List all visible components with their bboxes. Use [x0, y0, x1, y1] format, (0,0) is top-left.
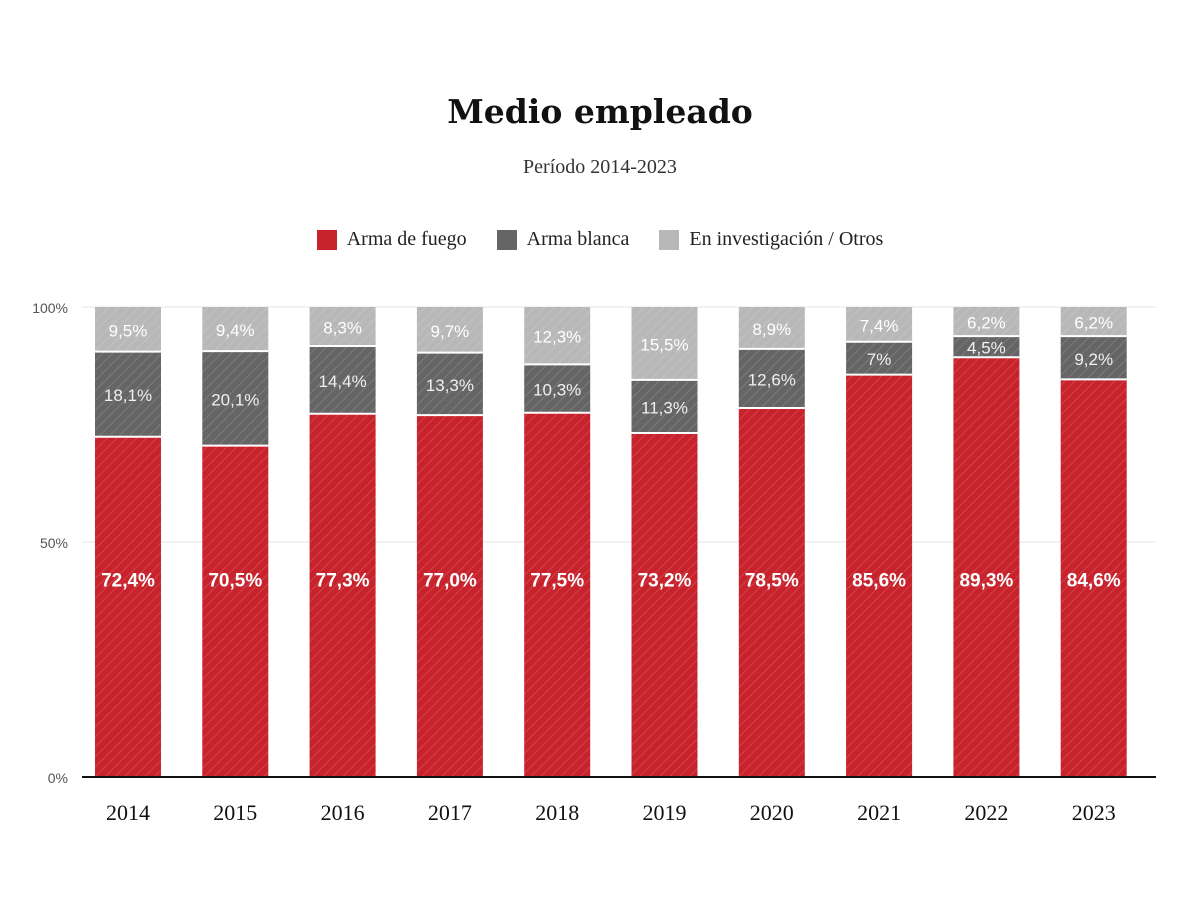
- bar-texture: [95, 307, 161, 352]
- data-label: 78,5%: [745, 571, 799, 592]
- x-tick-label: 2014: [106, 800, 150, 825]
- data-label: 77,0%: [423, 571, 477, 592]
- data-label: 10,3%: [533, 381, 581, 400]
- bar-texture: [416, 307, 483, 353]
- bar-texture: [309, 346, 376, 414]
- data-label: 8,9%: [752, 320, 791, 339]
- data-label: 9,2%: [1074, 350, 1113, 369]
- data-label: 13,3%: [426, 376, 474, 395]
- y-tick-label: 0%: [48, 770, 68, 786]
- bar-texture: [524, 412, 591, 777]
- x-tick-label: 2016: [321, 800, 365, 825]
- data-label: 85,6%: [852, 571, 906, 592]
- bar-texture: [1060, 336, 1127, 380]
- data-label: 9,7%: [431, 322, 470, 341]
- x-tick-label: 2022: [964, 800, 1008, 825]
- bar-texture: [309, 413, 376, 777]
- x-tick-label: 2017: [428, 800, 472, 825]
- x-tick-label: 2021: [857, 800, 901, 825]
- bar-texture: [202, 307, 269, 352]
- bar-texture: [416, 415, 483, 777]
- bar-texture: [738, 307, 805, 349]
- labels-layer: 72,4% 18,1% 9,5% 70,5% 20,1% 9,4% 77,3% 14,4% 8,…: [101, 314, 1121, 592]
- y-tick-label: 100%: [32, 300, 68, 316]
- data-label: 20,1%: [211, 390, 259, 409]
- bar-texture: [524, 307, 591, 365]
- bar-texture: [631, 307, 698, 380]
- data-label: 72,4%: [101, 571, 155, 592]
- bar-texture: [631, 432, 698, 777]
- data-label: 7%: [867, 350, 892, 369]
- data-label: 84,6%: [1067, 571, 1121, 592]
- legend-label-arma-blanca: Arma blanca: [526, 228, 630, 250]
- bar-texture: [1060, 307, 1127, 337]
- data-label: 15,5%: [640, 335, 688, 354]
- data-label: 12,3%: [533, 328, 581, 347]
- bar-texture: [846, 341, 913, 375]
- bar-texture: [309, 307, 376, 347]
- x-tick-label: 2023: [1072, 800, 1116, 825]
- x-tick-label: 2018: [535, 800, 579, 825]
- bars-layer: [95, 307, 1127, 777]
- legend-label-otros: En investigación / Otros: [689, 228, 884, 250]
- legend: Arma de fuego Arma blanca En investigaci…: [0, 228, 1200, 251]
- data-label: 8,3%: [323, 319, 362, 338]
- legend-item-arma-blanca: Arma blanca: [496, 228, 630, 251]
- legend-item-arma-de-fuego: Arma de fuego: [316, 228, 467, 251]
- data-label: 7,4%: [860, 316, 899, 335]
- data-label: 6,2%: [1074, 314, 1113, 333]
- bar-texture: [738, 348, 805, 409]
- data-label: 73,2%: [638, 571, 692, 592]
- chart-title: Medio empleado: [447, 92, 753, 131]
- data-label: 11,3%: [641, 398, 688, 417]
- bar-texture: [846, 307, 913, 342]
- bar-texture: [738, 408, 805, 777]
- data-label: 18,1%: [104, 386, 152, 405]
- bar-texture: [202, 445, 269, 777]
- legend-item-otros: En investigación / Otros: [659, 228, 883, 251]
- data-label: 9,5%: [109, 321, 148, 340]
- data-label: 89,3%: [959, 571, 1013, 592]
- bar-texture: [953, 336, 1020, 358]
- x-tick-label: 2020: [750, 800, 794, 825]
- bar-texture: [953, 357, 1020, 777]
- legend-swatch-arma-de-fuego: [316, 229, 337, 250]
- bar-texture: [524, 364, 591, 413]
- data-label: 6,2%: [967, 314, 1006, 333]
- bar-texture: [953, 307, 1020, 337]
- data-label: 77,5%: [530, 571, 584, 592]
- legend-label-arma-de-fuego: Arma de fuego: [346, 228, 467, 250]
- axis-layer: 0% 50% 100% 2014 2015 2016 2017 2018 2019 2020 202…: [32, 300, 1156, 825]
- x-tick-label: 2019: [643, 800, 687, 825]
- data-label: 70,5%: [208, 571, 262, 592]
- bar-texture: [95, 351, 161, 437]
- data-label: 12,6%: [748, 370, 796, 389]
- bar-texture: [1060, 379, 1127, 777]
- data-label: 14,4%: [318, 372, 366, 391]
- y-tick-label: 50%: [40, 535, 68, 551]
- data-label: 77,3%: [316, 571, 370, 592]
- data-label: 9,4%: [216, 321, 255, 340]
- bar-texture: [202, 351, 269, 446]
- legend-swatch-arma-blanca: [496, 229, 517, 250]
- bar-texture: [416, 352, 483, 416]
- legend-swatch-otros: [659, 229, 680, 250]
- bar-texture: [846, 374, 913, 777]
- data-label: 4,5%: [967, 339, 1006, 358]
- bar-texture: [95, 436, 161, 777]
- x-tick-label: 2015: [213, 800, 257, 825]
- chart-subtitle: Período 2014-2023: [523, 156, 677, 178]
- bar-texture: [631, 379, 698, 433]
